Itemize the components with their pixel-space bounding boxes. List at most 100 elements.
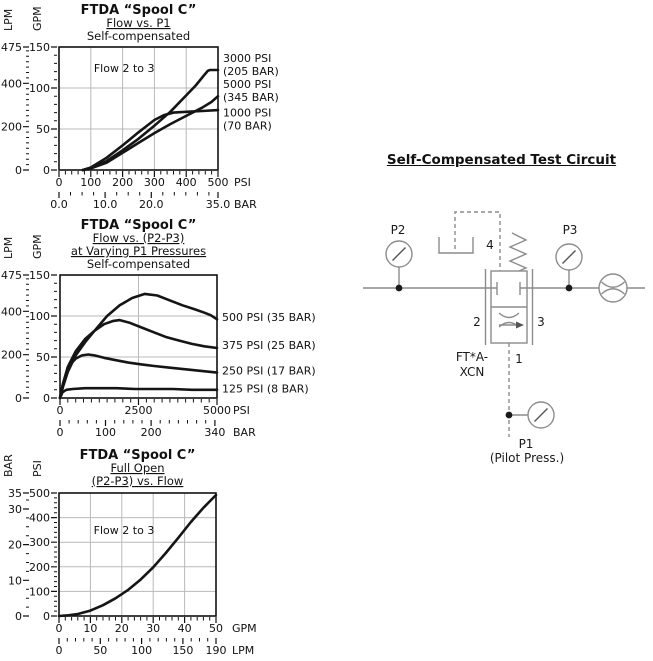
curve-label: 5000 PSI [223, 78, 271, 91]
y-tick-label: 100 [29, 82, 50, 95]
gauge-p1-sublabel: (Pilot Press.) [490, 451, 564, 465]
x-axis-unit: BAR [233, 426, 256, 439]
y-tick-label: 475 [1, 41, 22, 54]
x-tick-label: 340 [204, 426, 225, 439]
y-axis-unit: GPM [31, 6, 44, 31]
y-tick-label: 200 [1, 121, 22, 134]
junction-dot-p1 [505, 411, 513, 419]
chart-canvas: FTDA “Spool C”Flow vs. (P2-P3)at Varying… [1, 218, 316, 439]
x-tick-label: 0 [56, 176, 63, 189]
curve-label: 1000 PSI [223, 106, 271, 119]
port-2-label: 2 [473, 315, 481, 329]
y-axis-unit: LPM [2, 237, 15, 259]
y-tick-label: 20 [8, 539, 22, 552]
y-axis-major-ticks [51, 492, 57, 617]
curve [81, 94, 220, 172]
curve [81, 108, 220, 172]
x-axis-major-ticks [58, 617, 217, 623]
x-tick-label: 30 [146, 622, 160, 635]
flow-arrow-head [516, 321, 524, 329]
y-axis-minor-ticks [26, 499, 29, 608]
x-tick-label: 0.0 [50, 198, 68, 211]
x-tick-label: 0 [57, 404, 64, 417]
x-tick-label: 150 [172, 644, 193, 657]
curve [57, 493, 218, 618]
y-axis-minor-ticks [54, 282, 57, 391]
chart-canvas: FTDA “Spool C”Full Open(P2-P3) vs. Flow 0… [2, 448, 257, 657]
gauge-p3-label: P3 [563, 223, 578, 237]
x-tick-label: 400 [176, 176, 197, 189]
y-axis-minor-ticks [26, 278, 29, 394]
chart-subtitle: Flow vs. (P2-P3) [93, 231, 185, 245]
valve-model-line2: XCN [460, 365, 485, 379]
y-axis-major-ticks [23, 492, 29, 617]
y-tick-label: 0 [15, 610, 22, 623]
y-tick-label: 100 [29, 585, 50, 598]
circuit-title: Self-Compensated Test Circuit [386, 152, 617, 168]
chart-title: FTDA “Spool C” [81, 3, 197, 18]
gauge-p2-label: P2 [391, 223, 406, 237]
y-tick-label: 0 [15, 164, 22, 177]
y-tick-label: 400 [1, 77, 22, 90]
gauge-p1-label: P1 [519, 437, 534, 451]
y-axis-minor-ticks [26, 50, 29, 166]
curve-label: 375 PSI (25 BAR) [222, 339, 316, 352]
test-circuit-panel: Self-Compensated Test Circuit [350, 140, 653, 481]
curve [81, 68, 220, 172]
y-tick-label: 50 [36, 123, 50, 136]
flow-meter-arcs [601, 281, 625, 295]
gauge-p1-needle [534, 408, 548, 422]
x-tick-label: 40 [178, 622, 192, 635]
y-axis-unit: GPM [31, 234, 44, 259]
y-tick-label: 500 [29, 487, 50, 500]
x-tick-label: 500 [208, 176, 229, 189]
chart-subtitle: Full Open [110, 461, 164, 475]
x-axis-major-ticks [59, 420, 216, 426]
x-tick-label: 100 [131, 644, 152, 657]
y-tick-label: 100 [29, 310, 50, 323]
chart-canvas: FTDA “Spool C”Flow vs. P1Self-compensate… [1, 3, 279, 211]
x-tick-label: 100 [95, 426, 116, 439]
port-3-label: 3 [537, 315, 545, 329]
x-axis-minor-ticks [64, 171, 213, 175]
x-tick-label: 35.0 [206, 198, 231, 211]
x-tick-label: 50 [93, 644, 107, 657]
x-tick-label: 300 [144, 176, 165, 189]
port-1-label: 1 [515, 352, 523, 366]
plot-border [58, 492, 217, 617]
x-axis-major-ticks [58, 638, 217, 644]
y-tick-label: 35 [8, 487, 22, 500]
port-4-label: 4 [486, 238, 494, 252]
curve-label: (345 BAR) [223, 91, 279, 104]
y-tick-label: 0 [43, 610, 50, 623]
x-axis-unit: GPM [232, 622, 257, 635]
x-axis-unit: PSI [233, 404, 250, 417]
x-axis-unit: PSI [234, 176, 251, 189]
y-tick-label: 0 [43, 164, 50, 177]
curve [58, 353, 219, 400]
x-tick-label: 190 [206, 644, 227, 657]
x-tick-label: 0 [57, 426, 64, 439]
chart-flow-vs-p1: FTDA “Spool C” Flow vs. P1 Self-compensate… [0, 0, 345, 215]
junction-dot-p3 [565, 284, 573, 292]
x-tick-label: 100 [80, 176, 101, 189]
plot-border [58, 46, 219, 171]
curve-label: 250 PSI (17 BAR) [222, 364, 316, 377]
spring-icon [508, 232, 528, 272]
y-tick-label: 30 [8, 503, 22, 516]
y-tick-label: 400 [29, 512, 50, 525]
x-axis-major-ticks [59, 399, 218, 405]
y-axis-unit: LPM [2, 9, 15, 31]
y-tick-label: 0 [15, 392, 22, 405]
curve-label: (205 BAR) [223, 65, 279, 78]
curve-label: 3000 PSI [223, 52, 271, 65]
y-tick-label: 300 [29, 536, 50, 549]
gauge-p2-needle [392, 247, 406, 261]
y-tick-label: 400 [1, 305, 22, 318]
chart-flow-vs-p2-p3: FTDA “Spool C” Flow vs. (P2-P3) at Varying… [0, 215, 345, 445]
y-axis-major-ticks [23, 46, 29, 171]
chart-annotation: Flow 2 to 3 [94, 62, 155, 75]
x-axis-minor-ticks [66, 638, 209, 642]
curve-label: 125 PSI (8 BAR) [222, 382, 309, 395]
